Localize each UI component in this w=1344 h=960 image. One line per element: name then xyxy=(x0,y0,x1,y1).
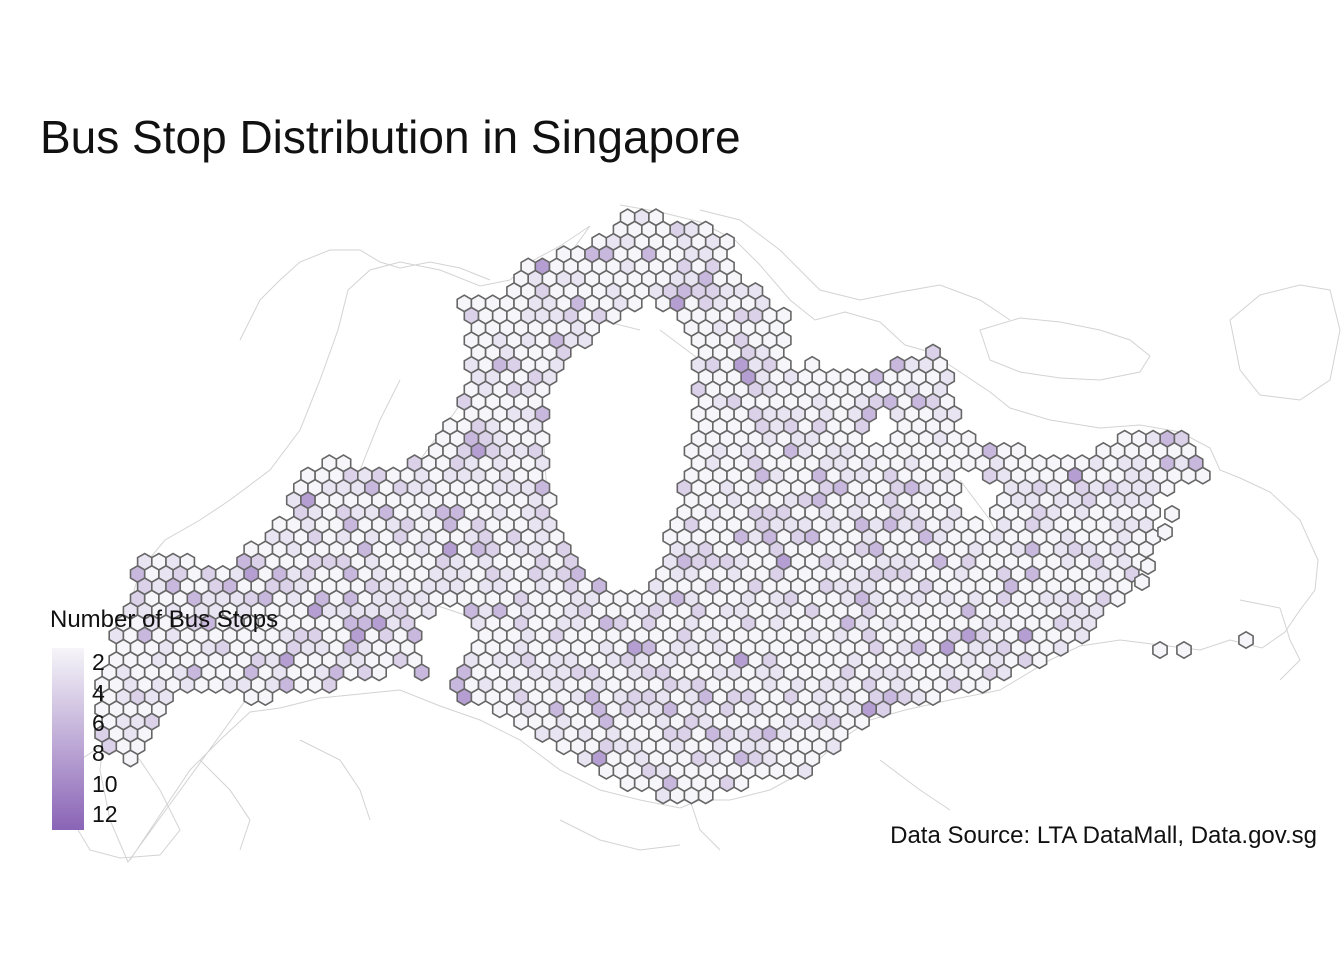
hexagon-cell xyxy=(456,687,473,707)
hexagon-cell xyxy=(974,675,991,694)
hexagon-cell xyxy=(996,663,1012,682)
hexagon-cell xyxy=(491,700,508,719)
hexagon-cell xyxy=(797,761,814,780)
hexagon-cell xyxy=(854,712,870,731)
hexagon-cell xyxy=(222,675,238,694)
hexagon-cell xyxy=(1176,640,1192,660)
hexagon-cell xyxy=(1031,650,1048,670)
hexagon-cell xyxy=(1180,466,1197,485)
hexagon-cell xyxy=(356,663,373,682)
hexagon-cell xyxy=(278,675,295,694)
hexagon-cell xyxy=(697,786,714,805)
hexagon-cell xyxy=(292,675,309,694)
hexagon-cell xyxy=(1157,522,1173,542)
hexagon-cell xyxy=(719,773,735,793)
legend-tick-label: 8 xyxy=(92,740,105,767)
hexagon-cell xyxy=(534,724,551,744)
hexagon-cell xyxy=(782,761,799,780)
hexagon-cell xyxy=(960,675,977,694)
hexagon-cell xyxy=(1238,630,1254,650)
hexagon-cell xyxy=(825,737,842,756)
hexagon-cell xyxy=(619,773,636,793)
hexagon-cell xyxy=(577,749,593,768)
map-title: Bus Stop Distribution in Singapore xyxy=(40,111,741,163)
hexagon-cell xyxy=(633,773,650,793)
hexagon-cell xyxy=(1134,572,1150,592)
hexagon-cell xyxy=(910,687,927,707)
hexagon-cell xyxy=(1109,589,1126,608)
hexagon-cell xyxy=(1152,640,1168,660)
hexagon-cell xyxy=(392,650,409,670)
hexagon-cell xyxy=(669,786,686,805)
hexagon-cell xyxy=(442,589,459,608)
hexagon-cell xyxy=(577,331,593,350)
hexagon-cell xyxy=(1052,638,1069,657)
hexagon-cell xyxy=(122,749,139,768)
hexagon-cell xyxy=(925,687,941,707)
hexagon-cell xyxy=(1140,556,1156,576)
hexagon-cell xyxy=(960,454,977,473)
hexagon-cell xyxy=(1164,504,1180,524)
hexagon-cell xyxy=(605,306,622,325)
hexagon-cell xyxy=(655,294,672,313)
hexagon-cell xyxy=(946,675,963,694)
legend-tick-label: 12 xyxy=(92,800,118,827)
hexagon-cell xyxy=(207,675,224,694)
legend-colorbar xyxy=(52,648,84,830)
hexagon-cell xyxy=(598,761,615,780)
hexagon-cell xyxy=(1074,626,1090,645)
hexagon-cell xyxy=(683,786,700,805)
hexagon-cell xyxy=(243,687,260,707)
hexagon-cell xyxy=(896,687,913,707)
hexagon-cell xyxy=(371,663,388,682)
legend-tick-label: 2 xyxy=(92,649,105,676)
legend-tick-label: 10 xyxy=(92,770,118,797)
hexagon-cell xyxy=(655,786,672,805)
hexagon-cell xyxy=(1017,650,1034,670)
hexagon-cell xyxy=(470,687,487,707)
hexagon-cell xyxy=(754,761,771,780)
hexagon-cell xyxy=(1194,466,1211,485)
hexagon-grid xyxy=(94,208,1254,805)
hexagon-cell xyxy=(413,663,430,682)
hexagon-cell xyxy=(768,761,785,780)
hexagon-cell xyxy=(193,675,210,694)
hexagon-cell xyxy=(257,687,274,707)
legend-tick-label: 4 xyxy=(92,679,105,706)
hexagon-cell xyxy=(307,675,324,694)
hexagon-cell xyxy=(420,601,437,621)
hexagon-cell xyxy=(555,737,572,756)
hexagon-cell xyxy=(981,466,998,485)
hexagon-cell xyxy=(1159,478,1176,498)
hexagon-cell xyxy=(342,663,359,682)
hexagon-cell xyxy=(321,675,338,694)
legend-tick-label: 6 xyxy=(92,709,105,736)
data-source-caption: Data Source: LTA DataMall, Data.gov.sg xyxy=(890,822,1317,849)
hexagon-cell xyxy=(733,773,750,793)
hexagon-cell xyxy=(626,294,643,313)
legend-title: Number of Bus Stops xyxy=(50,606,279,633)
hexagon-cell xyxy=(179,675,196,694)
hexagon-cell xyxy=(875,700,892,719)
hexagon-cell xyxy=(513,712,530,731)
